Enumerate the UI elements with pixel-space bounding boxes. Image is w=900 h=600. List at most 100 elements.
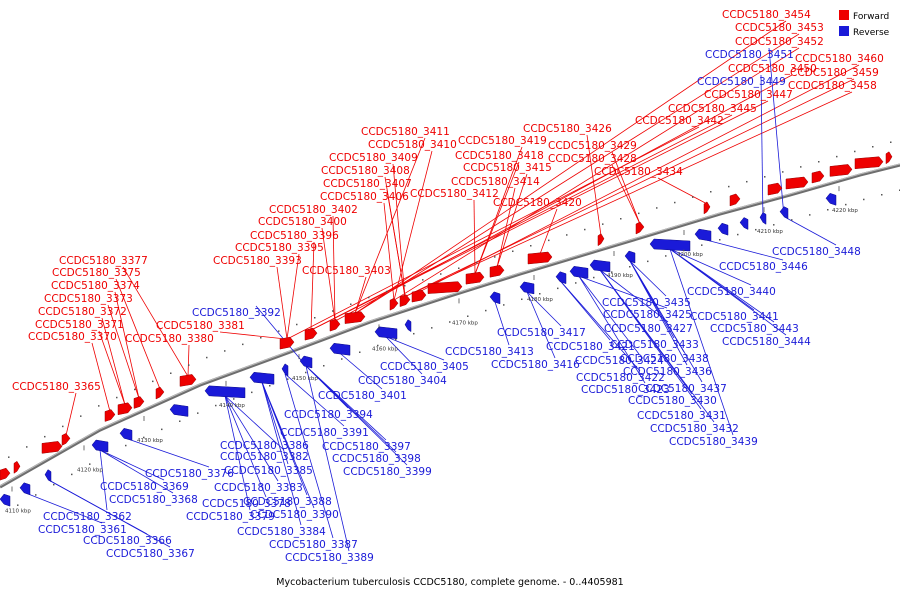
reverse-gene-arrow	[569, 266, 589, 279]
reverse-leader-line	[99, 449, 165, 481]
forward-leader-line	[496, 187, 516, 268]
forward-gene-label: CCDC5180_3458	[788, 80, 877, 92]
forward-leader-line	[392, 163, 406, 297]
forward-gene-arrow	[811, 170, 825, 184]
guide-dot	[476, 261, 478, 264]
guide-dot	[296, 323, 298, 326]
guide-dot	[665, 255, 667, 257]
guide-dot	[503, 304, 505, 306]
reverse-gene-label: CCDC5180_3387	[269, 539, 358, 551]
guide-dot	[566, 234, 568, 236]
reverse-gene-label: CCDC5180_3361	[38, 524, 127, 536]
reverse-gene-label: CCDC5180_3390	[250, 509, 339, 521]
reverse-gene-arrow	[519, 281, 535, 295]
guide-dot	[863, 198, 865, 201]
guide-dot	[224, 350, 226, 352]
forward-gene-label: CCDC5180_3377	[59, 255, 148, 267]
reverse-gene-label: CCDC5180_3448	[772, 246, 861, 258]
leader-lines	[24, 20, 860, 552]
guide-dot	[737, 233, 739, 236]
reverse-gene-label: CCDC5180_3421	[546, 341, 635, 353]
forward-gene-arrow	[885, 151, 893, 165]
guide-dot	[638, 212, 640, 215]
legend: Forward Reverse	[839, 10, 890, 38]
forward-gene-label: CCDC5180_3418	[455, 150, 544, 162]
reverse-gene-label: CCDC5180_3423	[581, 384, 670, 396]
guide-dot	[593, 276, 595, 279]
guide-dot	[386, 290, 388, 293]
forward-gene-arrow	[61, 433, 71, 446]
reverse-gene-label: CCDC5180_3440	[687, 286, 776, 298]
guide-dot	[413, 332, 415, 335]
reverse-gene-label: CCDC5180_3451	[705, 49, 794, 61]
reverse-gene-label: CCDC5180_3391	[280, 427, 369, 439]
reverse-leader-line	[629, 260, 703, 383]
forward-gene-label: CCDC5180_3370	[28, 331, 117, 343]
forward-gene-label: CCDC5180_3420	[493, 197, 582, 209]
forward-gene-arrow	[117, 402, 133, 416]
reverse-leader-line	[284, 373, 334, 539]
forward-leader-line	[354, 137, 426, 314]
reverse-leader-line	[339, 352, 383, 390]
reverse-gene-arrow	[19, 482, 31, 496]
forward-gene-label: CCDC5180_3410	[368, 139, 457, 151]
reverse-gene-label: CCDC5180_3398	[332, 453, 421, 465]
guide-dot	[431, 327, 433, 329]
guide-dot	[692, 196, 694, 198]
forward-gene-arrow	[829, 164, 853, 177]
guide-dot	[548, 239, 550, 242]
reverse-gene-label: CCDC5180_3444	[722, 336, 811, 348]
reverse-gene-label: CCDC5180_3439	[669, 436, 758, 448]
forward-leader-line	[657, 177, 708, 205]
scale-tick-label: 4210 kbp	[757, 229, 783, 235]
guide-dot	[836, 155, 838, 158]
guide-dot	[170, 372, 172, 374]
guide-dot	[791, 219, 793, 221]
reverse-gene-arrow	[204, 385, 246, 399]
guide-dot	[557, 287, 559, 290]
forward-gene-label: CCDC5180_3442	[635, 115, 724, 127]
forward-leader-line	[310, 241, 315, 331]
forward-gene-label: CCDC5180_3450	[728, 63, 817, 75]
reverse-gene-arrow	[374, 326, 398, 340]
reverse-leader-line	[99, 449, 174, 494]
reverse-gene-label: CCDC5180_3417	[497, 327, 586, 339]
reverse-gene-arrow	[281, 363, 289, 377]
forward-gene-arrow	[329, 318, 341, 332]
reverse-gene-label: CCDC5180_3388	[243, 496, 332, 508]
forward-gene-label: CCDC5180_3403	[302, 265, 391, 277]
forward-gene-arrow	[427, 281, 463, 294]
forward-leader-line	[187, 344, 190, 377]
reverse-gene-label: CCDC5180_3436	[623, 366, 712, 378]
guide-dot	[611, 271, 613, 273]
reverse-gene-label: CCDC5180_3441	[690, 311, 779, 323]
legend-swatch-reverse	[839, 26, 849, 36]
forward-gene-label: CCDC5180_3407	[323, 178, 412, 190]
backbone-layer	[0, 163, 900, 489]
reverse-leader-line	[599, 269, 715, 423]
reverse-gene-label: CCDC5180_3399	[343, 466, 432, 478]
gene-features	[0, 151, 893, 507]
guide-dot	[755, 228, 757, 231]
guide-dot	[719, 239, 721, 241]
forward-gene-arrow	[304, 327, 318, 341]
guide-dot	[44, 435, 46, 438]
reverse-gene-arrow	[649, 238, 691, 252]
legend-label-forward: Forward	[853, 12, 889, 22]
reverse-gene-arrow	[739, 217, 749, 230]
guide-dot	[854, 150, 856, 153]
guide-dot	[584, 228, 586, 231]
forward-leader-line	[332, 215, 336, 322]
reverse-gene-label: CCDC5180_3424	[575, 355, 664, 367]
forward-gene-label: CCDC5180_3400	[258, 216, 347, 228]
scale-tick-label: 4140 kbp	[219, 403, 245, 409]
guide-dot	[458, 267, 460, 269]
forward-leader-line	[393, 47, 800, 301]
guide-dot	[251, 391, 253, 394]
scale-tick-label: 4160 kbp	[372, 346, 398, 352]
forward-leader-line	[219, 331, 288, 340]
forward-leader-line	[65, 392, 77, 436]
reverse-gene-label: CCDC5180_3386	[220, 440, 309, 452]
reverse-leader-line	[125, 437, 210, 468]
reverse-leader-line	[702, 238, 784, 261]
